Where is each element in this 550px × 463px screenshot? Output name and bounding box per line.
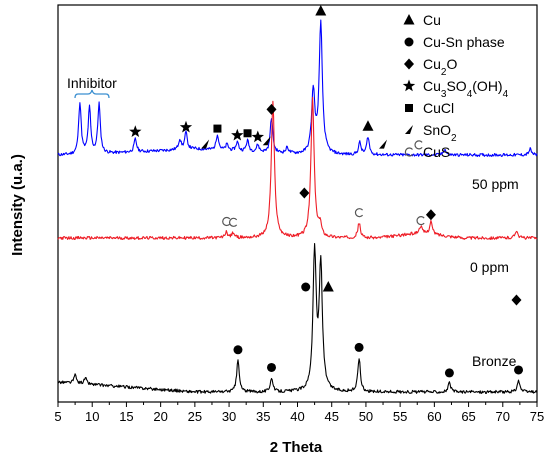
x-tick-label: 40 [290, 409, 304, 424]
legend-label: Cu2O [423, 56, 457, 78]
open-circle-marker [228, 217, 238, 227]
inhibitor-brace [74, 89, 110, 99]
wedge-marker [201, 139, 210, 149]
legend-symbol-circle [404, 37, 414, 47]
x-tick-label: 10 [85, 409, 99, 424]
legend-label: Cu [423, 12, 441, 28]
series-line-2 [57, 242, 538, 394]
square-marker [213, 124, 222, 133]
diamond-marker [425, 209, 436, 221]
x-tick-label: 60 [427, 409, 441, 424]
legend-label-part: 4 [503, 89, 509, 100]
series-line-1 [57, 96, 538, 241]
legend-symbol-diamond [404, 58, 414, 70]
star-marker [129, 125, 142, 137]
star-marker [251, 130, 264, 143]
legend-label-part: Cu [423, 78, 441, 94]
legend-label: Cu-Sn phase [423, 34, 505, 50]
x-axis-title: 2 Theta [270, 439, 323, 456]
inhibitor-label: Inhibitor [67, 75, 117, 91]
wedge-marker [379, 139, 388, 149]
open-circle-marker [222, 216, 231, 227]
triangle-marker [315, 5, 327, 16]
legend-label-sub: 2 [441, 67, 447, 78]
legend-label-part: 3 [441, 89, 447, 100]
diamond-marker [299, 187, 310, 199]
legend-symbol-square [405, 104, 413, 112]
legend-label-part: 4 [467, 89, 473, 100]
x-tick-label: 70 [496, 409, 510, 424]
curve-label-50ppm: 50 ppm [472, 176, 519, 192]
legend-label-part: SO [446, 78, 466, 94]
x-tick-label: 15 [119, 409, 133, 424]
plot-area: 5 10 15 20 25 30 35 40 45 50 55 60 65 70 75 [54, 4, 544, 424]
legend-symbol-triangle [403, 14, 415, 25]
legend-label-part: (OH) [472, 78, 502, 94]
x-tick-label: 30 [222, 409, 236, 424]
legend-label: Cu3SO4(OH)4 [423, 78, 509, 100]
x-tick-label: 45 [324, 409, 338, 424]
y-axis-title: Intensity (u.a.) [9, 154, 26, 256]
circle-marker [233, 345, 243, 355]
open-circle-marker [416, 216, 425, 226]
x-tick-label: 25 [188, 409, 202, 424]
plot-frame [57, 4, 538, 403]
open-circle-marker [354, 208, 364, 218]
legend-symbol-wedge [405, 125, 413, 134]
legend-label: CuS [423, 144, 450, 160]
x-tick-label: 35 [256, 409, 270, 424]
circle-marker [301, 282, 311, 292]
legend-symbol-open-circle [404, 147, 413, 157]
legend-symbol-star [402, 79, 416, 92]
circle-marker [266, 362, 276, 372]
legend-label-main: Cu [423, 56, 441, 72]
x-tick-label: 65 [461, 409, 475, 424]
marker-layer [129, 5, 524, 378]
legend-label: SnO2 [423, 122, 457, 144]
open-circle-marker [414, 140, 423, 150]
x-tick-label: 75 [530, 409, 544, 424]
diamond-marker [511, 294, 522, 306]
triangle-marker [322, 281, 334, 292]
x-tick-label: 55 [393, 409, 407, 424]
legend-label-sub: 2 [451, 133, 457, 144]
circle-marker [514, 365, 524, 375]
diamond-marker [266, 103, 277, 115]
star-marker [231, 128, 244, 141]
series-line-0 [57, 19, 538, 157]
square-marker [243, 129, 252, 138]
x-tick-label: 5 [54, 409, 61, 424]
x-tick-label: 50 [359, 409, 373, 424]
legend-label: CuCl [423, 100, 454, 116]
triangle-marker [362, 120, 374, 131]
circle-marker [354, 342, 364, 352]
legend-label-main: SnO [423, 122, 451, 138]
x-tick-label: 20 [153, 409, 167, 424]
curve-label-0ppm: 0 ppm [470, 259, 509, 275]
series-layer [57, 19, 538, 394]
star-marker [179, 120, 193, 133]
circle-marker [444, 368, 454, 378]
legend-label-tail: O [446, 56, 457, 72]
curve-label-bronze: Bronze [472, 353, 517, 369]
wedge-marker [262, 136, 271, 146]
